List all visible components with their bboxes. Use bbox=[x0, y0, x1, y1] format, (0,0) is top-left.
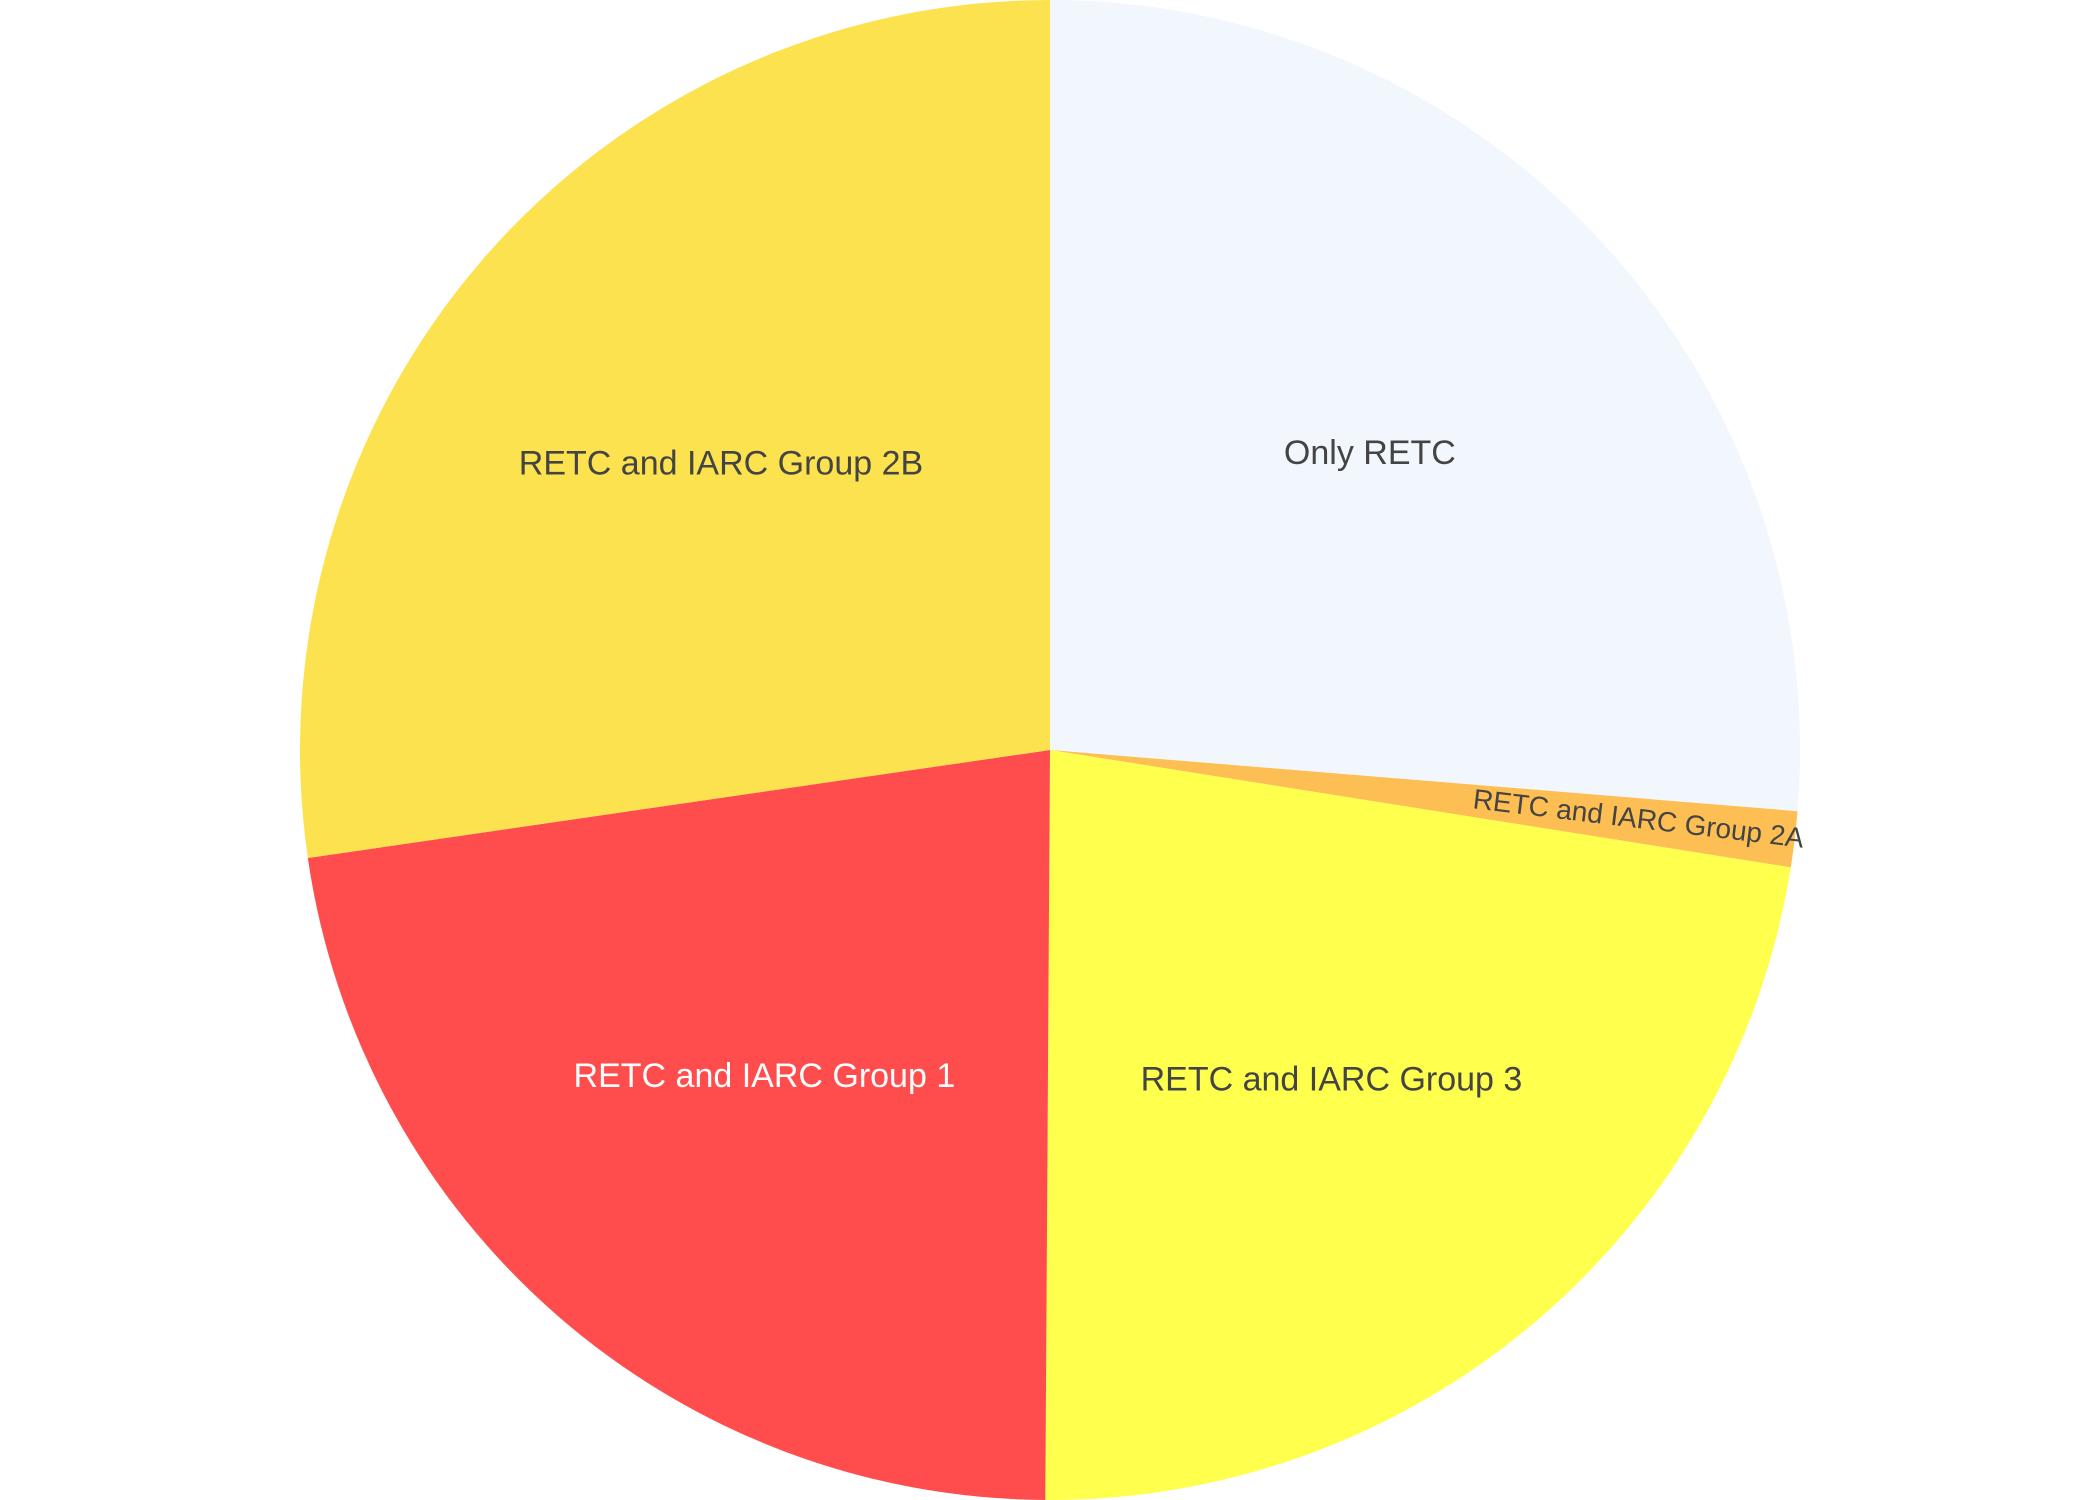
pie-slice bbox=[307, 750, 1051, 1500]
pie-slice-label: RETC and IARC Group 3 bbox=[1141, 1061, 1523, 1099]
pie-slices bbox=[299, 0, 1800, 1500]
pie-slice bbox=[1045, 750, 1791, 1500]
pie-slice-label: RETC and IARC Group 1 bbox=[574, 1057, 956, 1095]
pie-slice bbox=[299, 0, 1050, 859]
pie-slice-label: RETC and IARC Group 2B bbox=[519, 444, 923, 482]
pie-slice bbox=[1050, 0, 1800, 812]
pie-slice-label: Only RETC bbox=[1284, 434, 1456, 472]
pie-slice bbox=[1050, 750, 1798, 868]
